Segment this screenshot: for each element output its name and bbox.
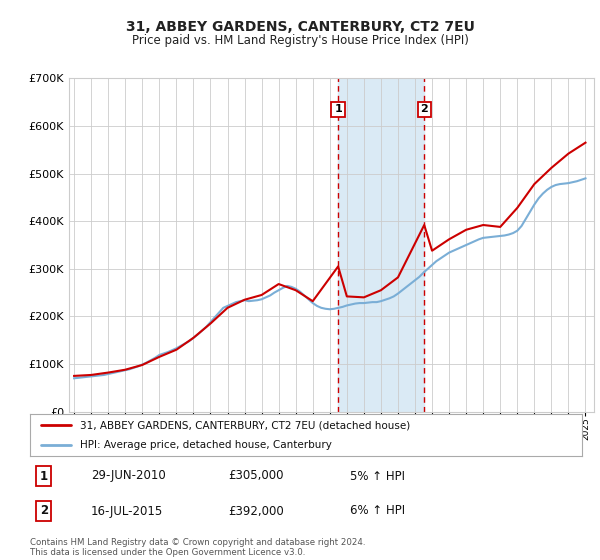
Text: 2: 2: [40, 505, 48, 517]
Bar: [338, 78, 424, 412]
Text: 31, ABBEY GARDENS, CANTERBURY, CT2 7EU: 31, ABBEY GARDENS, CANTERBURY, CT2 7EU: [125, 20, 475, 34]
Text: 29-JUN-2010: 29-JUN-2010: [91, 469, 166, 483]
Text: 1: 1: [40, 469, 48, 483]
Text: 5% ↑ HPI: 5% ↑ HPI: [350, 469, 405, 483]
Text: £305,000: £305,000: [229, 469, 284, 483]
Text: HPI: Average price, detached house, Canterbury: HPI: Average price, detached house, Cant…: [80, 441, 332, 450]
Text: 16-JUL-2015: 16-JUL-2015: [91, 505, 163, 517]
Text: £392,000: £392,000: [229, 505, 284, 517]
Text: 6% ↑ HPI: 6% ↑ HPI: [350, 505, 405, 517]
Text: Price paid vs. HM Land Registry's House Price Index (HPI): Price paid vs. HM Land Registry's House …: [131, 34, 469, 46]
Text: 2: 2: [421, 104, 428, 114]
Text: 31, ABBEY GARDENS, CANTERBURY, CT2 7EU (detached house): 31, ABBEY GARDENS, CANTERBURY, CT2 7EU (…: [80, 421, 410, 430]
Text: 1: 1: [334, 104, 342, 114]
Text: Contains HM Land Registry data © Crown copyright and database right 2024.
This d: Contains HM Land Registry data © Crown c…: [30, 538, 365, 557]
